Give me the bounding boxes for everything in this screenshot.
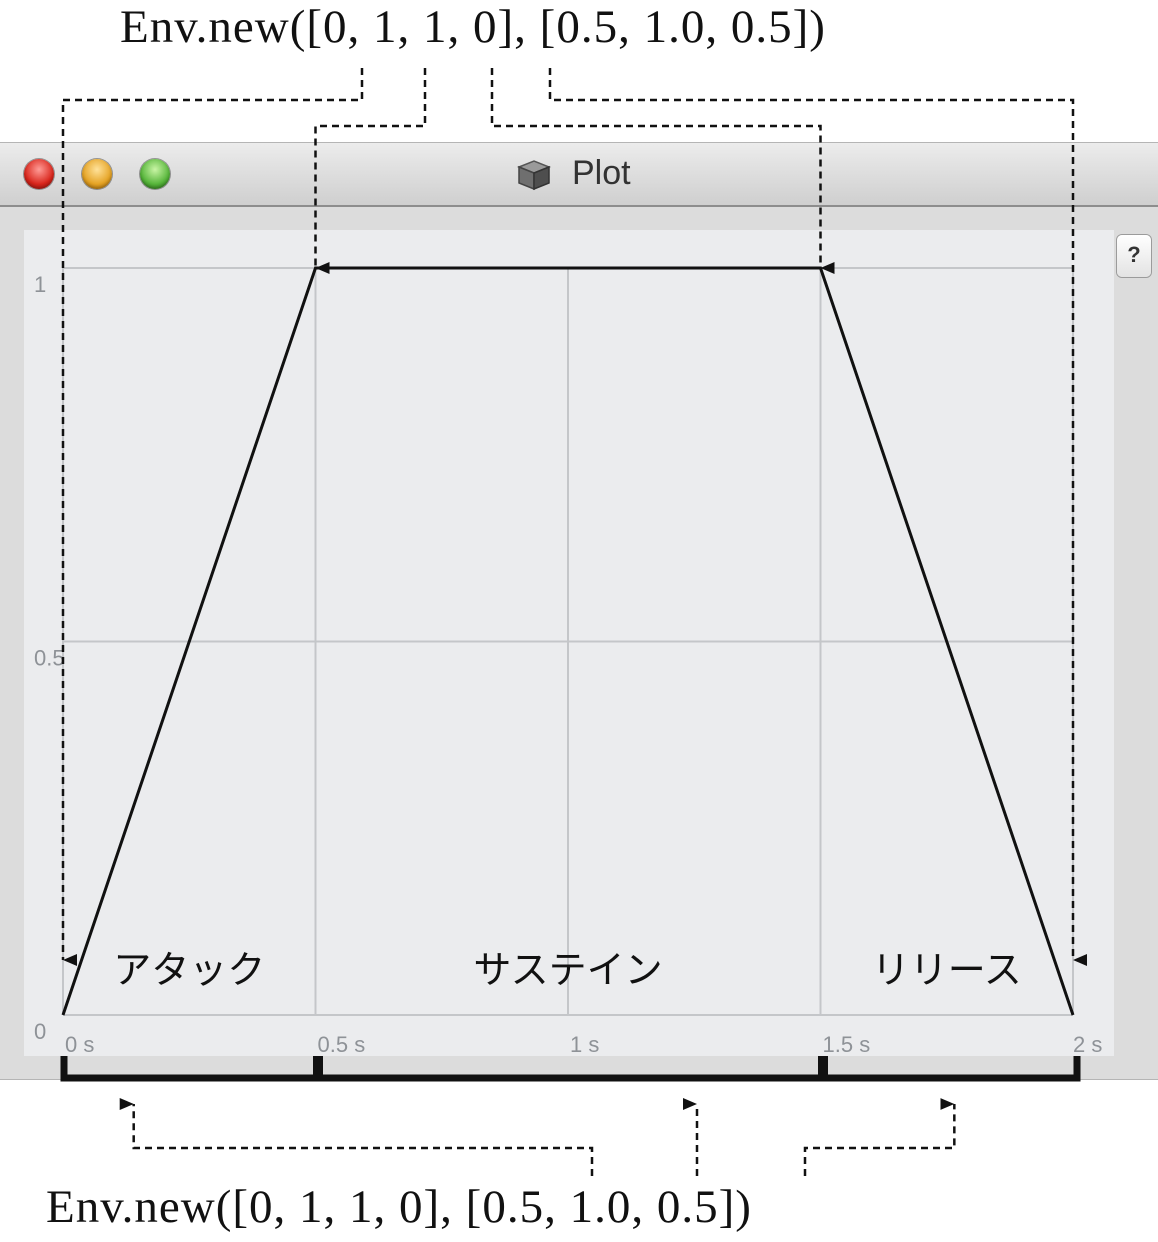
minimize-button[interactable] [82, 159, 112, 189]
envelope-line [61, 266, 1075, 1016]
plot-window: Plot ? [0, 143, 1158, 1079]
segment-bracket [313, 1056, 828, 1082]
x-tick-label: 1.5 s [823, 1032, 871, 1057]
time-callout-arrow [119, 1098, 594, 1176]
close-button[interactable] [24, 159, 54, 189]
zoom-button[interactable] [140, 159, 170, 189]
time-callout-arrow [803, 1098, 956, 1176]
title-bar[interactable]: Plot [0, 143, 1158, 207]
segment-bracket [60, 1056, 323, 1082]
help-button[interactable]: ? [1117, 235, 1151, 277]
cube-icon [516, 160, 552, 191]
envelope-line-group [61, 266, 1075, 1016]
y-tick-label: 1 [34, 272, 46, 297]
y-tick-label: 0 [34, 1019, 46, 1044]
times-caption: Env.new([0, 1, 1, 0], [0.5, 1.0, 0.5]) [46, 1181, 752, 1233]
level-callout-arrow [548, 68, 1087, 966]
segment-label: アタック [113, 948, 265, 992]
y-tick-label: 0.5 [34, 646, 65, 671]
segment-labels: アタック サステイン リリース [113, 948, 1022, 992]
x-tick-label: 2 s [1073, 1032, 1102, 1057]
window-title: Plot [572, 154, 631, 192]
levels-caption: Env.new([0, 1, 1, 0], [0.5, 1.0, 0.5]) [120, 1, 826, 53]
level-callout-arrow [61, 68, 364, 966]
level-callout-arrow [314, 68, 427, 274]
segment-label: リリース [872, 948, 1022, 992]
x-tick-label: 0 s [65, 1032, 94, 1057]
tick-labels: 0 s 0.5 s 1 s 1.5 s 2 s 0 0.5 1 [34, 272, 1102, 1057]
grid [62, 267, 1074, 1016]
segment-bracket [818, 1056, 1081, 1082]
segment-label: サステイン [473, 948, 662, 992]
duration-brackets [60, 1056, 1081, 1082]
callout-arrows [61, 68, 1087, 1176]
level-callout-arrow [490, 68, 835, 274]
x-tick-label: 0.5 s [318, 1032, 366, 1057]
x-tick-label: 1 s [570, 1032, 599, 1057]
